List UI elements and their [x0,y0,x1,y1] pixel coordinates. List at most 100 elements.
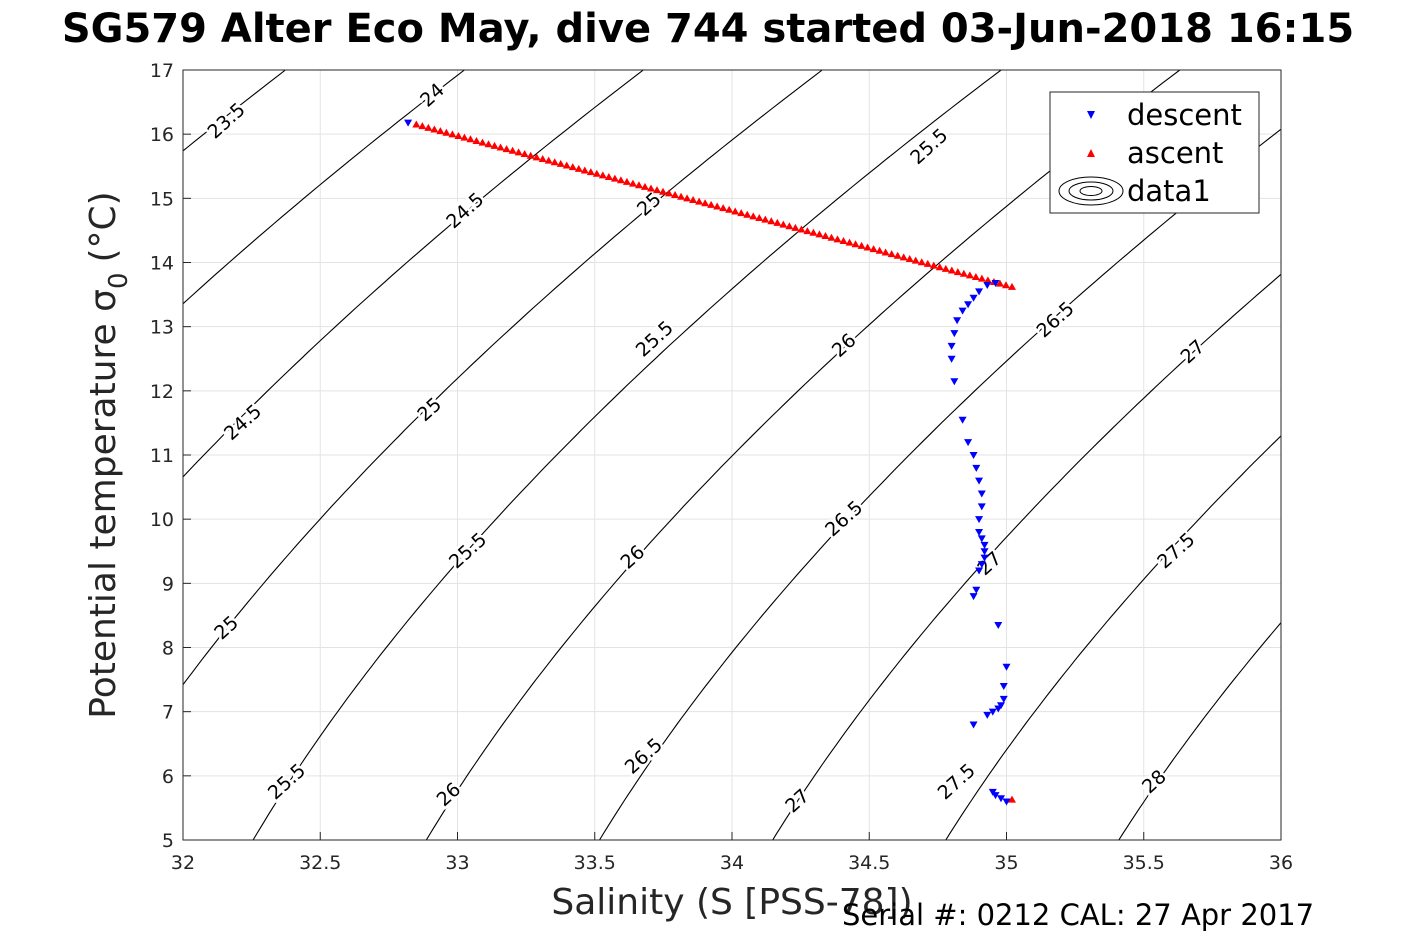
ascent-point [857,241,866,249]
descent-point [977,503,986,511]
ascent-point [538,154,547,162]
ascent-point [743,210,752,218]
descent-point [404,119,413,127]
ascent-point [430,125,439,133]
descent-point [975,516,984,524]
ascent-point [695,197,704,205]
ascent-point [520,150,529,158]
ascent-point [665,189,674,197]
descent-point [969,294,978,302]
ascent-point [755,214,764,222]
y-tick-label: 16 [150,124,174,146]
descent-point [953,317,962,325]
ascent-point [616,176,625,184]
ascent-point [604,173,613,181]
contour-line [425,70,1181,840]
descent-point [975,567,984,575]
ascent-point [532,153,541,161]
ascent-point [592,169,601,177]
ascent-point [460,133,469,141]
descent-series [404,119,1011,806]
ascent-point [935,263,944,271]
ascent-point [839,236,848,244]
x-tick-label: 35.5 [1123,852,1165,874]
y-tick-label: 9 [162,573,174,595]
contour-line [1118,621,1281,840]
ascent-point [683,194,692,202]
x-axis-ticks: 32 32.5 33 33.5 34 34.5 35 35.5 36 [171,832,1293,874]
descent-point [947,342,956,350]
ascent-point [424,123,433,131]
descent-point [950,378,959,386]
descent-point [980,541,989,549]
y-tick-label: 7 [162,702,174,724]
ascent-point [466,135,475,143]
ascent-point [845,238,854,246]
ascent-point [502,145,511,153]
chart-title: SG579 Alter Eco May, dive 744 started 03… [61,6,1355,52]
descent-point [975,529,984,536]
ascent-point [418,122,427,130]
ascent-point [634,181,643,189]
descent-point [977,535,986,543]
ascent-point [899,253,908,261]
ascent-point [484,140,493,148]
descent-point [964,301,973,309]
ascent-point [731,207,740,215]
descent-point [969,721,978,729]
ascent-point [574,164,583,172]
legend-ascent-label: ascent [1127,136,1223,170]
serial-cal-note: Serial #: 0212 CAL: 27 Apr 2017 [842,898,1315,932]
descent-point [991,280,1000,288]
descent-point [972,586,981,594]
legend-descent-marker [1087,111,1095,119]
ascent-point [472,136,481,144]
ascent-point [646,184,655,192]
ascent-point [827,233,836,241]
ascent-point [628,179,637,187]
descent-point [991,792,1000,800]
descent-point [994,622,1003,630]
ascent-point [707,200,716,208]
ascent-point [959,269,968,277]
descent-point [1002,663,1011,671]
ascent-point [719,204,728,212]
ascent-point [586,168,595,176]
ascent-point [773,218,782,226]
ascent-point [508,146,517,154]
ascent-point [478,138,487,146]
contour-line [183,70,824,686]
y-tick-label: 8 [162,638,174,660]
x-tick-label: 33.5 [574,852,616,874]
ascent-point [791,223,800,231]
x-tick-label: 32.5 [299,852,341,874]
descent-point [972,464,981,472]
ascent-point [923,259,932,267]
ascent-point [1007,282,1016,290]
svg-text:Potential temperature σ0(°C): Potential temperature σ0 (°C) [83,191,134,718]
descent-point [980,554,989,562]
ascent-point [580,166,589,174]
ascent-point [887,250,896,258]
ascent-point [941,264,950,272]
legend-ascent-marker [1087,149,1095,157]
x-tick-label: 32 [171,852,195,874]
ascent-point [863,243,872,251]
ascent-point [598,171,607,179]
descent-point [977,490,986,498]
descent-point [958,307,967,315]
ascent-point [640,182,649,190]
ascent-point [971,273,980,281]
ascent-point [701,199,710,207]
ascent-point [929,261,938,269]
ascent-point [779,220,788,228]
legend-contour-icon [1058,176,1124,206]
x-tick-label: 36 [1269,852,1293,874]
ascent-point [893,251,902,259]
ascent-point [809,228,818,236]
ascent-point [947,266,956,274]
y-axis-label-subscript: 0 [104,272,134,289]
contour-line [183,70,645,478]
ascent-point [652,186,661,194]
ascent-point [454,132,463,140]
